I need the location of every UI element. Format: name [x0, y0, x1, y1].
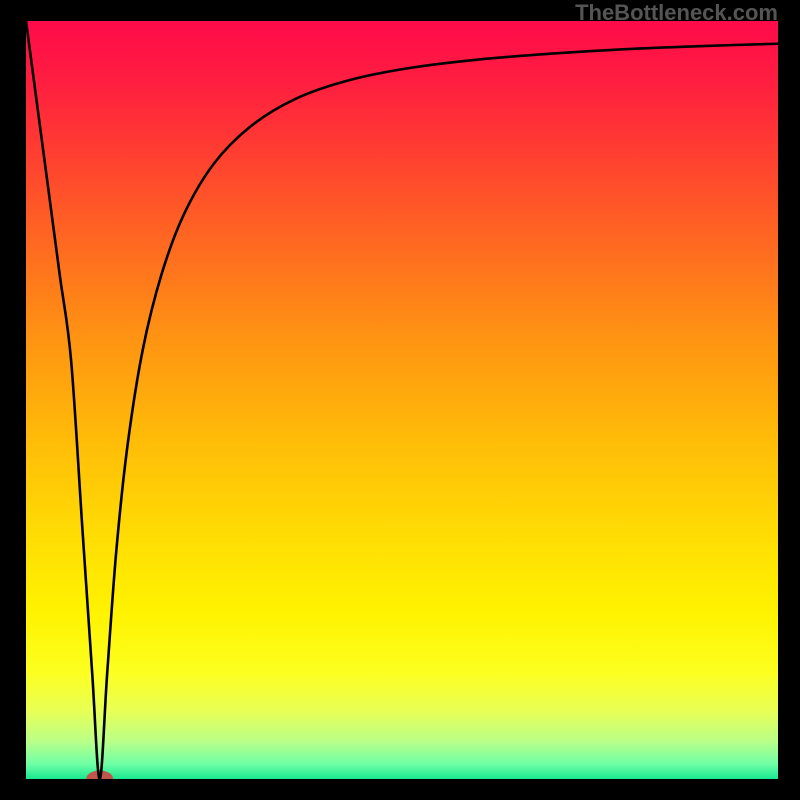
watermark-text: TheBottleneck.com	[575, 0, 778, 26]
bottleneck-curve	[26, 21, 778, 779]
curve-layer	[26, 21, 778, 779]
plot-area	[26, 21, 778, 779]
chart-container: { "chart": { "type": "line", "canvas": {…	[0, 0, 800, 800]
